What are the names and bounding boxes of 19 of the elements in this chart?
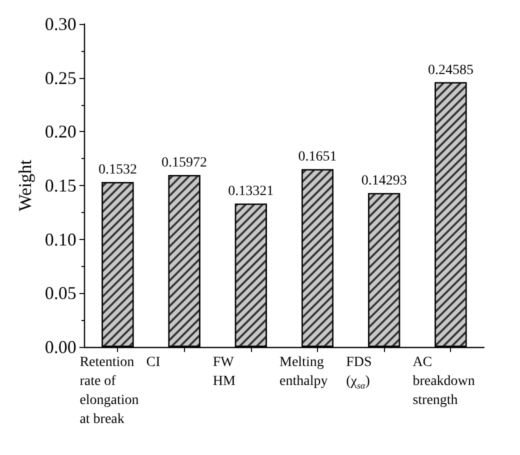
- x-tick-label: Retention rate of elongation at break: [80, 355, 139, 427]
- data-label: 0.1532: [98, 162, 137, 178]
- x-tick-label: AC breakdown strength: [412, 355, 475, 408]
- x-tick-label: CI: [146, 355, 161, 370]
- y-tick-label: 0.00: [44, 337, 76, 357]
- data-label: 0.13321: [228, 184, 274, 200]
- data-label: 0.24585: [428, 62, 474, 78]
- x-tick-label: Melting enthalpy: [280, 355, 328, 389]
- y-tick-label: 0.20: [44, 122, 76, 142]
- x-tick-label: FW HM: [212, 355, 236, 389]
- y-tick-label: 0.15: [44, 176, 76, 196]
- y-tick-label: 0.05: [44, 283, 76, 304]
- y-tick-label: 0.25: [44, 68, 76, 88]
- data-label: 0.15972: [162, 156, 208, 171]
- y-tick-label: 0.10: [44, 229, 76, 250]
- y-tick-label: 0.30: [44, 14, 76, 34]
- data-label: 0.14293: [361, 174, 407, 189]
- y-axis-title: Weight: [15, 160, 35, 212]
- data-label: 0.1651: [298, 150, 337, 165]
